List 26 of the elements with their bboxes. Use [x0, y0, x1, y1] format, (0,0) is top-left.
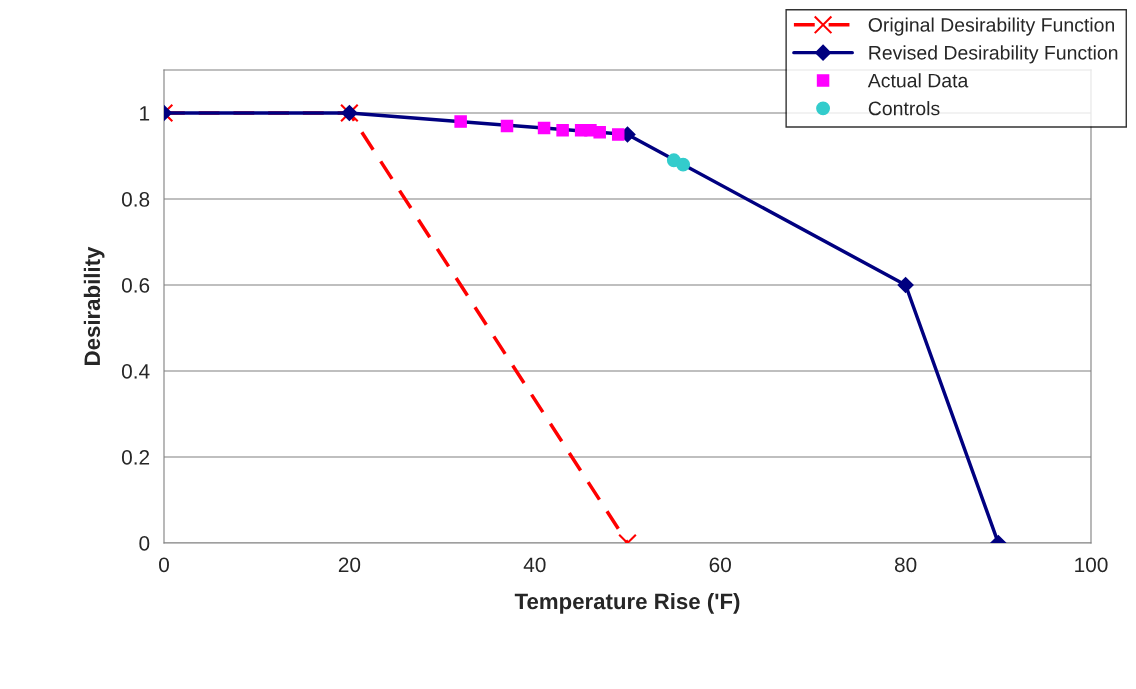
point: [897, 277, 914, 293]
legend-label: Original Desirability Function: [868, 17, 1114, 36]
y-tick-label: 1: [140, 106, 150, 121]
point: [556, 123, 569, 137]
point: [454, 115, 467, 128]
y-tick-label: 0: [139, 536, 150, 551]
point: [500, 119, 514, 133]
y-axis-title: Desirability: [83, 246, 105, 365]
y-tick-label: 0.4: [121, 364, 150, 379]
legend-label: Actual Data: [867, 73, 969, 88]
x-tick-label: 20: [338, 557, 361, 573]
y-tick-label: 0.8: [121, 192, 150, 207]
point: [593, 126, 606, 139]
y-tick-label: 0.6: [121, 278, 150, 293]
point: [676, 157, 691, 172]
point: [537, 121, 551, 135]
point: [611, 128, 625, 141]
x-tick-label: 100: [1075, 557, 1108, 573]
legend-label: Revised Desirability Function: [869, 45, 1118, 64]
x-tick-label: 0: [159, 557, 169, 573]
x-axis-title: Temperature Rise ('F): [514, 592, 740, 614]
legend-label: Controls: [868, 101, 940, 116]
y-tick-label: 0.2: [121, 450, 150, 465]
x-tick-label: 40: [523, 557, 546, 573]
x-tick-label: 60: [709, 557, 731, 573]
x-tick-label: 80: [894, 557, 917, 573]
